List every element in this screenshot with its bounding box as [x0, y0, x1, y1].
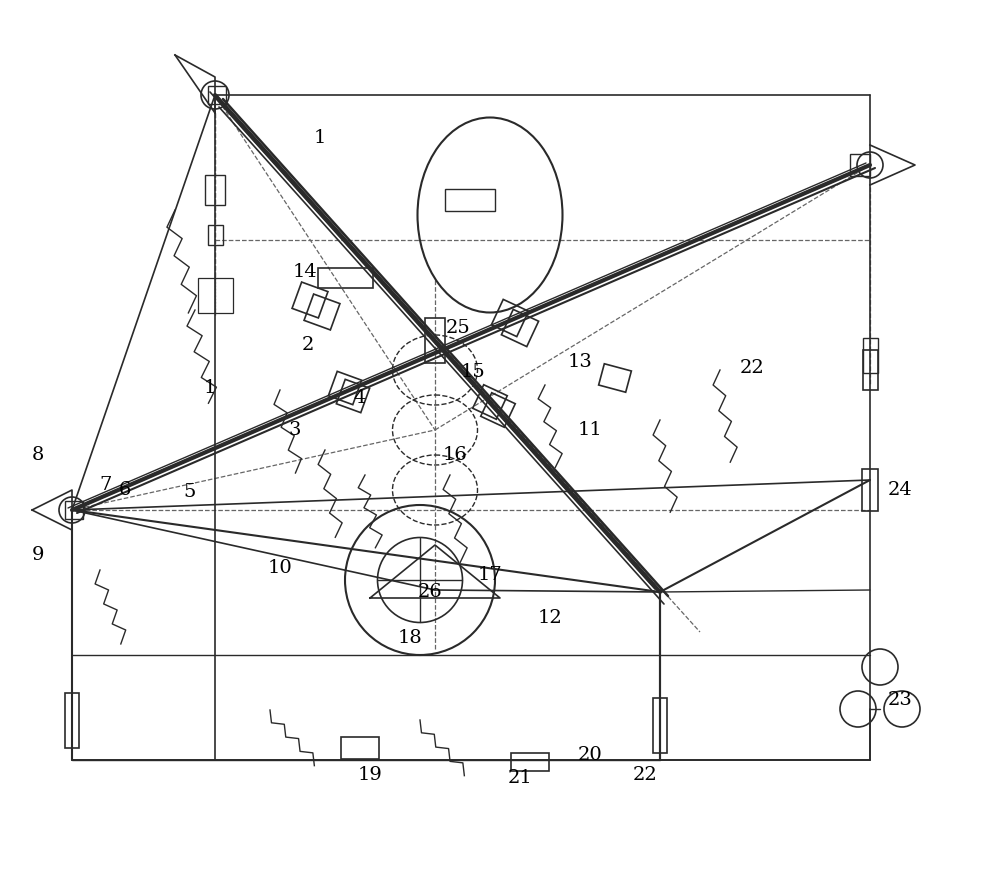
Bar: [336, 379, 370, 413]
Bar: [208, 225, 222, 245]
Text: 1: 1: [204, 379, 216, 397]
Text: 21: 21: [508, 769, 532, 787]
Text: 24: 24: [888, 481, 912, 499]
Text: 19: 19: [358, 766, 382, 784]
Text: 18: 18: [398, 629, 422, 647]
Text: 17: 17: [478, 566, 502, 584]
Text: 7: 7: [100, 476, 112, 494]
Bar: [341, 737, 379, 759]
Text: 14: 14: [293, 263, 317, 281]
Bar: [501, 309, 539, 347]
Bar: [304, 294, 340, 330]
Text: 5: 5: [184, 483, 196, 501]
Bar: [208, 86, 226, 104]
Text: 22: 22: [740, 359, 764, 377]
Text: 23: 23: [888, 691, 912, 709]
Text: 16: 16: [443, 446, 467, 464]
Text: 2: 2: [302, 336, 314, 354]
Bar: [65, 501, 83, 519]
Bar: [491, 300, 529, 336]
Bar: [328, 371, 362, 405]
Text: 22: 22: [633, 766, 657, 784]
Text: 20: 20: [578, 746, 602, 764]
Bar: [292, 282, 328, 318]
Bar: [862, 337, 878, 372]
Bar: [445, 189, 495, 211]
Text: 4: 4: [354, 389, 366, 407]
Bar: [862, 469, 878, 511]
Text: 9: 9: [32, 546, 44, 564]
Bar: [850, 154, 870, 176]
Bar: [511, 753, 549, 771]
Text: 11: 11: [578, 421, 602, 439]
Bar: [318, 268, 372, 288]
Text: 6: 6: [119, 481, 131, 499]
Text: 25: 25: [446, 319, 470, 337]
Bar: [473, 385, 507, 420]
Bar: [65, 692, 79, 747]
Bar: [425, 317, 445, 363]
Bar: [599, 364, 631, 392]
Bar: [205, 175, 225, 205]
Text: 10: 10: [268, 559, 292, 577]
Text: 1: 1: [314, 129, 326, 147]
Bar: [198, 278, 232, 313]
Text: 8: 8: [32, 446, 44, 464]
Text: 15: 15: [461, 363, 485, 381]
Bar: [481, 392, 515, 427]
Bar: [653, 697, 667, 753]
Text: 13: 13: [568, 353, 592, 371]
Text: 26: 26: [418, 583, 442, 601]
Bar: [862, 350, 878, 390]
Text: 12: 12: [538, 609, 562, 627]
Text: 3: 3: [289, 421, 301, 439]
